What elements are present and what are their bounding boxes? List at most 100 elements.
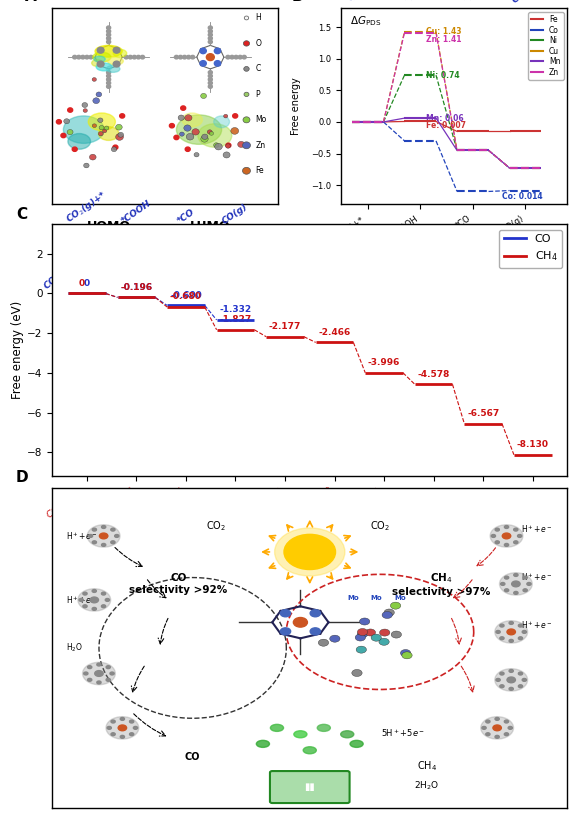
Ellipse shape [244,16,249,20]
Text: *CO: *CO [128,253,148,273]
Ellipse shape [208,29,212,33]
Circle shape [87,525,120,548]
Ellipse shape [118,725,127,731]
Ellipse shape [107,78,111,82]
Ellipse shape [92,124,97,127]
Text: Mo: Mo [255,115,267,124]
Ellipse shape [208,37,212,40]
Text: Mo: Mo [347,595,359,601]
Ellipse shape [294,731,307,738]
Ellipse shape [357,631,368,637]
Ellipse shape [56,120,61,124]
Ellipse shape [107,85,111,88]
Ellipse shape [280,610,291,617]
Ellipse shape [104,126,109,130]
Ellipse shape [107,26,111,29]
Ellipse shape [130,720,134,723]
Ellipse shape [201,134,208,140]
Legend: Fe, Co, Ni, Cu, Mn, Zn: Fe, Co, Ni, Cu, Mn, Zn [529,12,563,80]
Ellipse shape [208,78,212,82]
Circle shape [284,534,335,570]
Text: -0.196: -0.196 [120,283,152,292]
Ellipse shape [81,55,85,59]
Ellipse shape [101,526,106,529]
Ellipse shape [402,652,412,659]
Text: H$^+$+$e^-$: H$^+$+$e^-$ [521,572,552,583]
Ellipse shape [85,55,89,59]
Text: H$^+$+$e^-$: H$^+$+$e^-$ [66,594,97,605]
Ellipse shape [200,48,206,54]
Ellipse shape [116,124,122,130]
Text: 0: 0 [79,279,85,288]
Text: Zn: Zn [255,141,266,150]
Ellipse shape [93,52,111,62]
Ellipse shape [391,631,401,638]
Ellipse shape [210,131,214,135]
Ellipse shape [174,55,178,59]
Ellipse shape [111,733,115,736]
Ellipse shape [94,56,105,62]
Ellipse shape [280,628,291,635]
Ellipse shape [208,74,212,78]
Ellipse shape [111,720,115,723]
Ellipse shape [200,60,206,66]
Circle shape [495,668,527,691]
Ellipse shape [107,74,111,78]
Ellipse shape [120,735,124,738]
Ellipse shape [379,638,389,645]
Ellipse shape [98,118,103,122]
Ellipse shape [270,725,284,731]
Ellipse shape [141,55,145,59]
Text: H$_2$O: H$_2$O [66,641,83,654]
Ellipse shape [82,103,87,108]
Ellipse shape [79,598,83,601]
Ellipse shape [92,589,96,592]
Text: 5H$^+$+5$e^-$: 5H$^+$+5$e^-$ [382,728,426,739]
Ellipse shape [120,717,124,721]
Ellipse shape [382,611,393,619]
Ellipse shape [170,123,174,128]
Ellipse shape [507,629,515,635]
Ellipse shape [106,678,111,681]
Text: *COOH: *COOH [120,199,153,226]
Ellipse shape [107,71,111,74]
Text: CH$_4$: CH$_4$ [417,760,437,774]
Ellipse shape [214,116,229,127]
Ellipse shape [509,640,514,642]
Ellipse shape [523,576,527,579]
Text: CO(g): CO(g) [511,0,540,5]
Ellipse shape [208,82,212,85]
Text: CO(g): CO(g) [221,202,250,226]
Ellipse shape [208,85,212,88]
Ellipse shape [111,147,117,152]
Ellipse shape [226,55,230,59]
Text: Zn: 1.41: Zn: 1.41 [426,35,461,44]
Ellipse shape [294,618,307,628]
Ellipse shape [214,143,219,148]
Text: H: H [255,13,261,23]
Y-axis label: Free energy: Free energy [291,78,301,135]
Ellipse shape [357,628,368,636]
Ellipse shape [73,55,77,59]
Ellipse shape [92,541,97,543]
Ellipse shape [90,597,98,603]
Ellipse shape [107,65,120,73]
Ellipse shape [507,677,515,683]
Ellipse shape [102,129,107,133]
Ellipse shape [113,47,120,53]
Text: CH$_4$
selectivity >97%: CH$_4$ selectivity >97% [392,571,490,596]
Ellipse shape [522,631,526,633]
Ellipse shape [243,142,251,149]
Circle shape [106,716,139,739]
Ellipse shape [118,132,123,137]
Circle shape [78,588,111,611]
Ellipse shape [215,144,222,150]
Ellipse shape [514,541,518,543]
Ellipse shape [214,48,221,54]
Ellipse shape [92,528,97,531]
Ellipse shape [108,57,123,65]
Text: -2.177: -2.177 [269,322,301,331]
Ellipse shape [178,115,184,121]
Ellipse shape [380,629,390,636]
Ellipse shape [527,583,531,585]
